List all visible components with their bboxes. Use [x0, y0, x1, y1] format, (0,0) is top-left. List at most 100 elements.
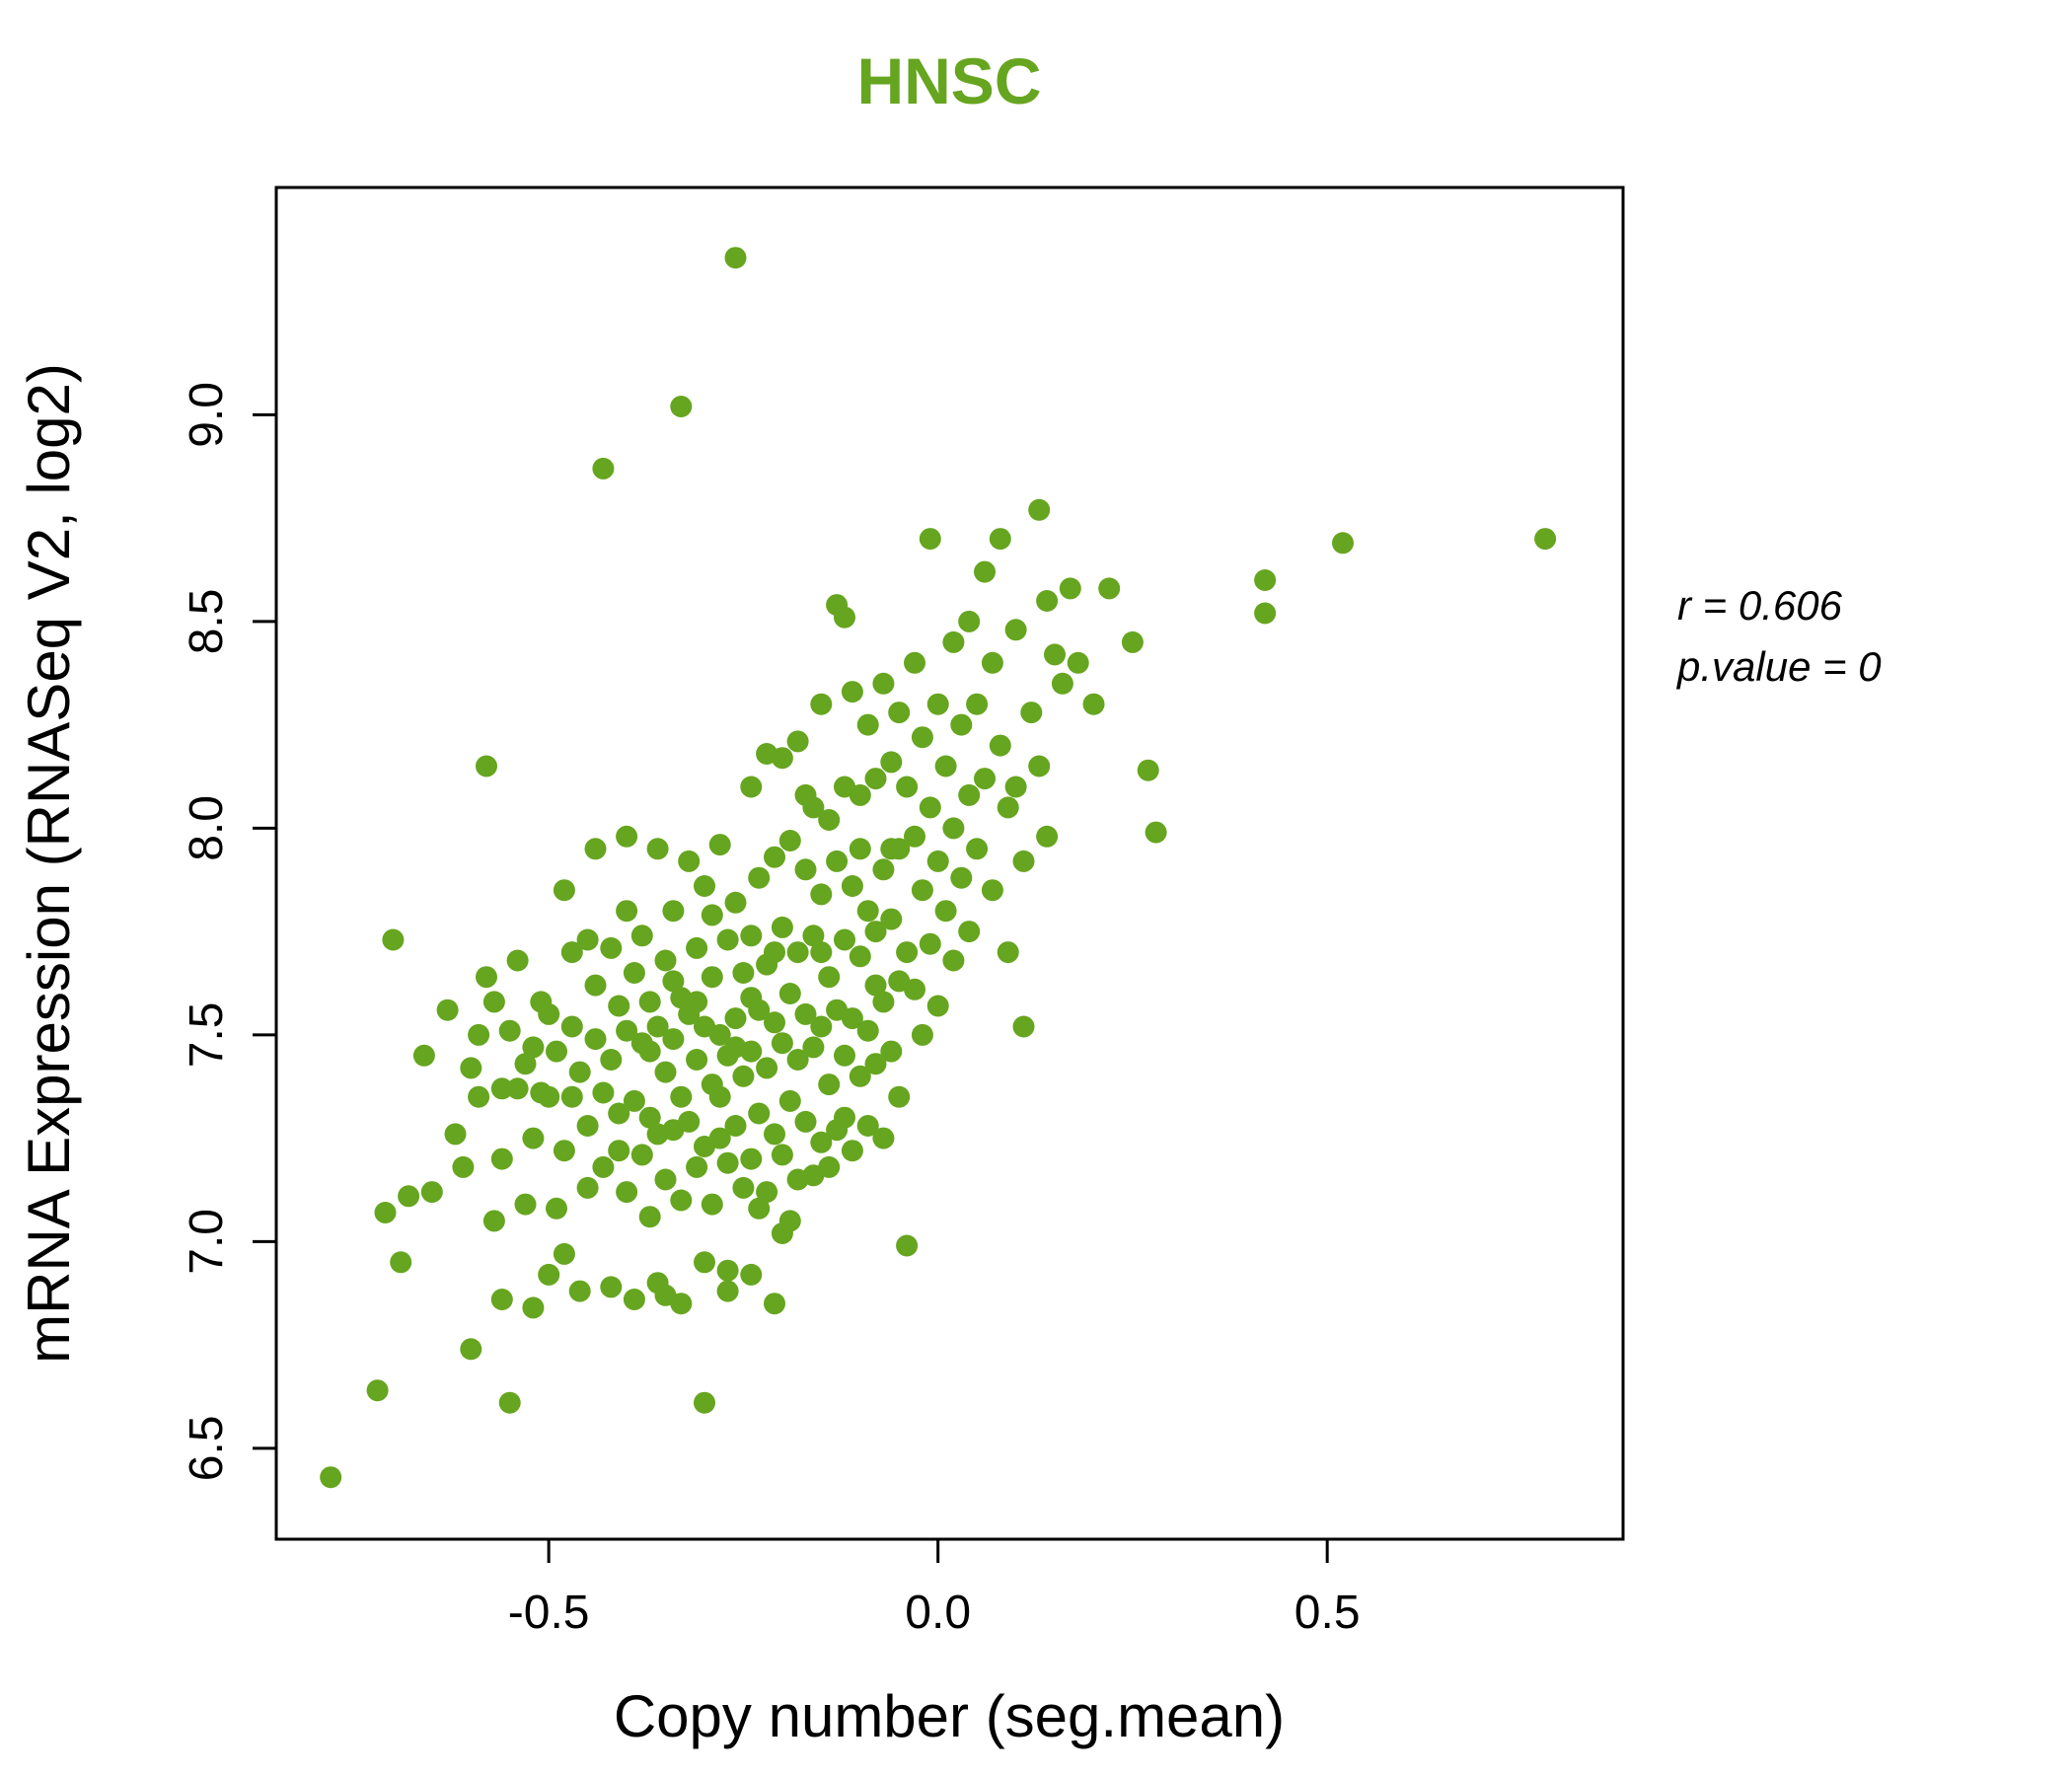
data-point: [724, 247, 747, 269]
data-point: [997, 941, 1019, 964]
data-point: [896, 941, 919, 964]
data-point: [1044, 643, 1066, 666]
data-point: [630, 925, 653, 947]
data-point: [678, 850, 701, 872]
data-point: [748, 1197, 771, 1220]
annotation-p-value: p.value = 0: [1675, 643, 1882, 690]
data-point: [584, 1028, 607, 1051]
data-point: [724, 1115, 747, 1137]
data-point: [686, 1049, 708, 1071]
data-point: [997, 796, 1019, 819]
data-point: [608, 1102, 630, 1125]
data-point: [374, 1202, 397, 1223]
data-point: [794, 1110, 817, 1133]
data-point: [420, 1181, 443, 1204]
data-point: [786, 1049, 809, 1071]
y-axis-label: mRNA Expression (RNASeq V2, log2): [16, 363, 82, 1364]
data-point: [919, 528, 941, 551]
data-point: [506, 1077, 529, 1100]
annotation-r-value: r = 0.606: [1677, 582, 1843, 629]
data-point: [522, 1127, 545, 1149]
data-point: [919, 932, 941, 955]
data-point: [592, 457, 615, 480]
data-point: [608, 1140, 630, 1162]
data-point: [498, 1019, 521, 1042]
data-point: [981, 651, 1003, 674]
data-point: [732, 1065, 755, 1087]
data-point: [740, 776, 763, 798]
data-point: [872, 1127, 895, 1149]
data-point: [911, 1023, 933, 1046]
data-point: [740, 1040, 763, 1063]
data-point: [568, 1280, 591, 1302]
data-point: [576, 1176, 599, 1199]
data-point: [926, 850, 949, 872]
data-point: [911, 726, 933, 749]
data-point: [708, 1023, 731, 1046]
data-point: [1020, 702, 1043, 724]
data-point: [560, 1085, 583, 1108]
data-point: [1254, 569, 1277, 591]
data-point: [716, 1151, 739, 1174]
data-point: [630, 1144, 653, 1166]
data-point: [522, 1036, 545, 1059]
data-point: [623, 1089, 645, 1112]
data-point: [366, 1379, 389, 1402]
data-point: [708, 1127, 731, 1149]
data-point: [476, 755, 497, 777]
data-point: [538, 1263, 560, 1286]
data-point: [841, 1140, 863, 1162]
x-tick-label: 0.0: [905, 1587, 971, 1639]
data-point: [849, 783, 871, 806]
data-point: [856, 900, 879, 923]
data-point: [802, 925, 825, 947]
data-point: [592, 1081, 615, 1104]
data-point: [732, 1176, 755, 1199]
data-point: [904, 651, 925, 674]
data-point: [802, 1036, 825, 1059]
data-point: [468, 1085, 490, 1108]
data-point: [872, 672, 895, 695]
data-point: [694, 1391, 715, 1414]
data-point: [616, 1019, 638, 1042]
data-point: [834, 606, 855, 629]
data-point: [778, 1089, 801, 1112]
data-point: [872, 858, 895, 881]
data-point: [926, 693, 949, 715]
y-tick-label: 9.0: [181, 382, 233, 448]
data-point: [560, 941, 583, 964]
data-point: [476, 966, 497, 989]
data-point: [444, 1123, 467, 1146]
data-point: [670, 1085, 693, 1108]
data-point: [974, 560, 996, 583]
data-point: [584, 838, 607, 860]
data-point: [834, 1044, 855, 1067]
data-point: [701, 1193, 723, 1216]
data-point: [794, 1002, 817, 1025]
data-point: [904, 978, 925, 1000]
data-point: [694, 1251, 715, 1274]
data-point: [756, 1057, 778, 1079]
data-point: [382, 928, 405, 951]
y-axis-ticks: 6.5 7.0 7.5 8.0 8.5 9.0: [181, 382, 276, 1481]
data-point: [786, 730, 809, 753]
data-point: [1082, 693, 1105, 715]
data-point: [1145, 821, 1167, 844]
data-point: [919, 796, 941, 819]
data-point: [638, 991, 661, 1013]
data-point: [756, 1181, 778, 1204]
data-point: [778, 830, 801, 851]
data-point: [638, 1040, 661, 1063]
data-point: [958, 783, 981, 806]
data-point: [748, 866, 771, 889]
data-point: [522, 1296, 545, 1319]
data-point: [764, 941, 785, 964]
data-point: [958, 610, 981, 632]
data-point: [826, 850, 849, 872]
data-point: [506, 949, 529, 972]
data-point: [724, 1007, 747, 1030]
data-point: [678, 1110, 701, 1133]
data-point: [989, 528, 1011, 551]
data-point: [732, 962, 755, 984]
